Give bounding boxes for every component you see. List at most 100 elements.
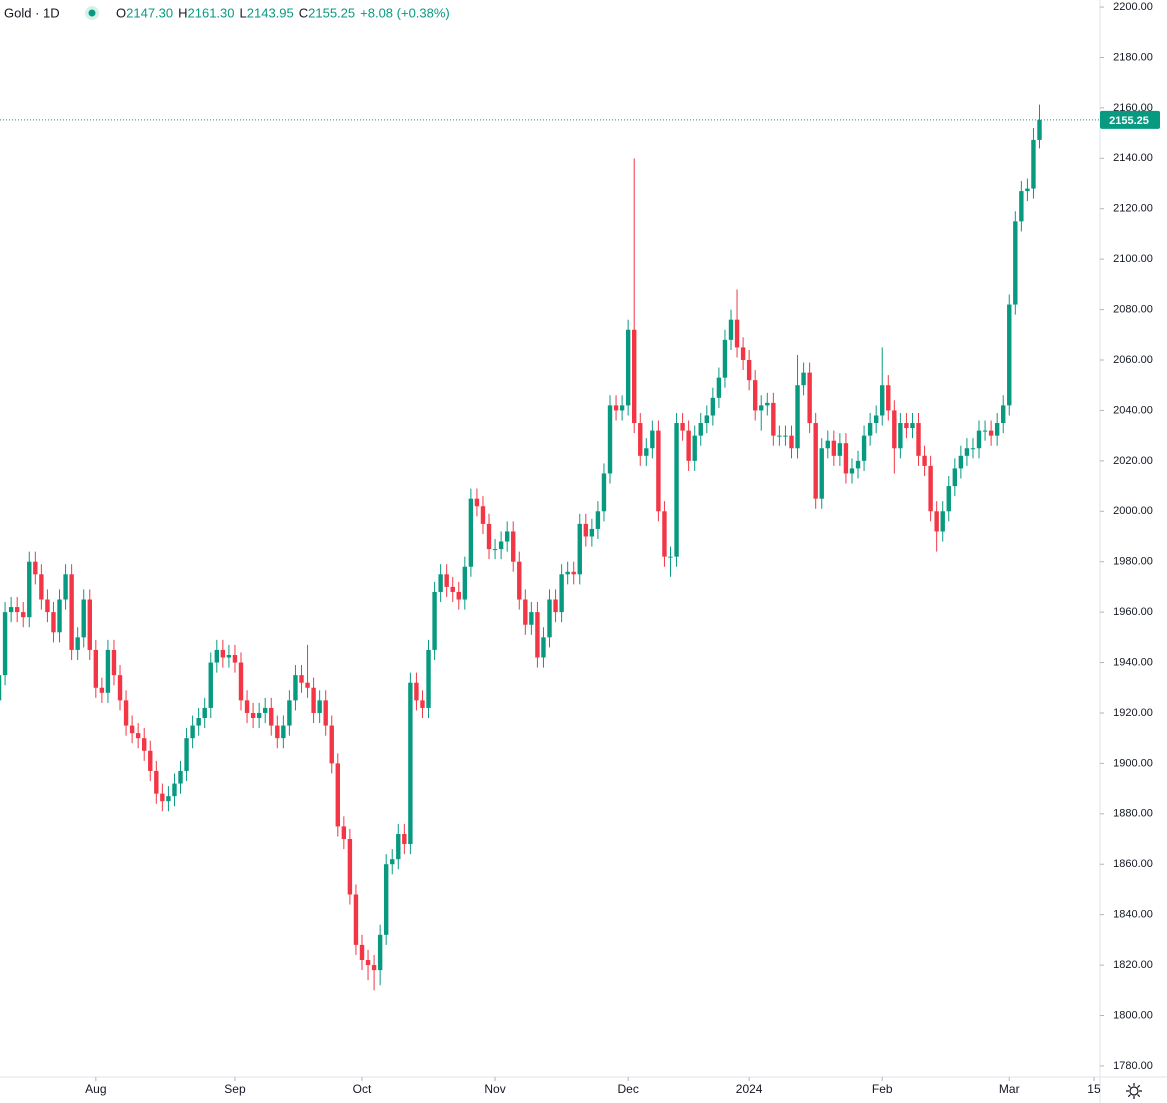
candle-body	[69, 574, 74, 650]
candle-body	[8, 607, 14, 613]
ohlc-value: 2143.95	[247, 5, 294, 20]
x-tick-label: Mar	[999, 1082, 1020, 1096]
candle-body	[583, 523, 589, 537]
candle-body	[928, 465, 933, 512]
y-tick-label: 1920.00	[1113, 707, 1153, 719]
y-tick-label: 1940.00	[1113, 656, 1153, 668]
candle-body	[813, 423, 818, 499]
candle-body	[142, 738, 147, 751]
candle-body	[607, 405, 613, 474]
candle-body	[2, 612, 8, 676]
candle-body	[39, 574, 44, 600]
candle-body	[317, 700, 322, 713]
candle-body	[117, 675, 123, 701]
y-tick-label: 1900.00	[1113, 757, 1153, 769]
y-tick-label: 2100.00	[1113, 253, 1153, 265]
candle-body	[63, 574, 68, 600]
last-price-box	[1100, 110, 1160, 129]
candle-body	[365, 960, 371, 966]
candle-body	[819, 448, 824, 499]
candle-body	[172, 783, 177, 797]
candle-body	[178, 770, 183, 784]
candle-body	[619, 405, 625, 411]
candle-body	[269, 707, 274, 726]
candle-body	[752, 380, 758, 411]
candle-body	[14, 607, 20, 613]
candle-body	[111, 649, 117, 676]
candle-body	[740, 347, 746, 361]
candle-body	[1037, 119, 1042, 140]
y-tick-label: 2140.00	[1113, 152, 1153, 164]
ohlc-key: L	[240, 5, 247, 20]
candle-body	[75, 637, 80, 650]
candle-body	[535, 612, 540, 658]
candle-body	[843, 443, 849, 474]
candle-body	[184, 738, 189, 771]
y-tick-label: 2120.00	[1113, 203, 1153, 215]
candle-body	[589, 528, 595, 537]
candle-body	[898, 423, 903, 449]
candle-body	[81, 599, 86, 638]
candle-body	[468, 498, 474, 567]
candle-body	[680, 423, 685, 431]
candle-body	[692, 435, 697, 461]
candle-body	[777, 435, 782, 437]
candle-body	[1007, 304, 1012, 406]
candle-body	[734, 319, 740, 348]
candle-body	[916, 423, 921, 456]
candle-body	[329, 725, 334, 764]
candle-body	[1001, 405, 1006, 424]
candle-body	[359, 944, 365, 961]
candle-body	[988, 430, 994, 436]
y-tick-label: 2200.00	[1113, 1, 1153, 13]
x-tick-label: Sep	[224, 1082, 246, 1096]
candle-body	[123, 700, 129, 726]
candle-body	[99, 687, 105, 693]
candle-body	[994, 423, 1000, 436]
candle-body	[698, 423, 703, 436]
candle-body	[299, 675, 304, 683]
candle-body	[45, 599, 50, 613]
candle-body	[577, 523, 582, 575]
candle-body	[1019, 191, 1024, 222]
candle-body	[801, 372, 806, 386]
candle-body	[625, 329, 631, 406]
y-tick-label: 1980.00	[1113, 556, 1153, 568]
candle-body	[33, 561, 38, 575]
ohlc-value: 2147.30	[126, 5, 173, 20]
candle-body	[402, 833, 407, 845]
candle-body	[837, 443, 843, 456]
candle-body	[57, 599, 62, 633]
candle-body	[934, 511, 939, 532]
candle-body	[789, 435, 794, 449]
candle-body	[504, 531, 510, 542]
candle-body	[226, 654, 232, 658]
y-tick-label: 1820.00	[1113, 959, 1153, 971]
candle-body	[444, 574, 449, 587]
candle-body	[765, 402, 770, 406]
candle-body	[166, 796, 171, 802]
y-tick-label: 2060.00	[1113, 354, 1153, 366]
y-tick-label: 1880.00	[1113, 808, 1153, 820]
candle-body	[208, 662, 213, 708]
y-tick-label: 2180.00	[1113, 51, 1153, 63]
candle-body	[638, 423, 643, 456]
ohlc-key: O	[116, 5, 126, 20]
candle-body	[450, 586, 455, 592]
settings-icon[interactable]	[1126, 1083, 1142, 1099]
candle-body	[238, 662, 244, 701]
candle-body	[686, 430, 691, 461]
candle-body	[523, 599, 528, 625]
y-tick-label: 2020.00	[1113, 455, 1153, 467]
candle-body	[486, 523, 492, 550]
candle-body	[892, 410, 897, 449]
candle-body	[1013, 221, 1018, 305]
candle-body	[855, 460, 861, 469]
candle-body	[565, 571, 570, 575]
candle-body	[492, 549, 498, 551]
candle-body	[480, 506, 486, 524]
candle-body	[105, 649, 111, 693]
y-tick-label: 2000.00	[1113, 505, 1153, 517]
candle-body	[335, 763, 340, 827]
y-tick-label: 2080.00	[1113, 303, 1153, 315]
